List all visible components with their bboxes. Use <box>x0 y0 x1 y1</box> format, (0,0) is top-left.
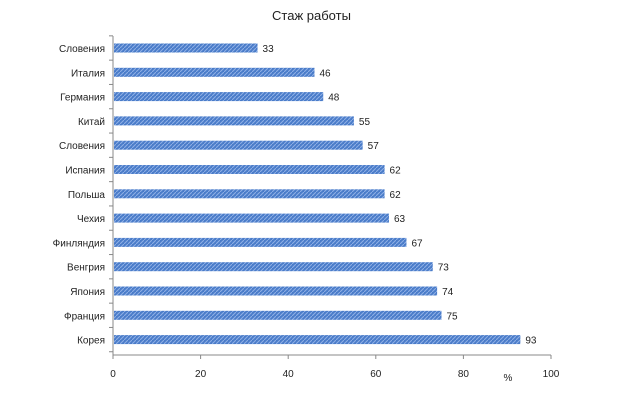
data-label: 33 <box>263 44 275 55</box>
data-label: 46 <box>319 68 331 79</box>
category-label: Италия <box>71 68 105 79</box>
category-label: Финляндия <box>53 238 105 249</box>
data-label: 93 <box>525 336 537 347</box>
x-tick-label: 80 <box>458 369 470 380</box>
bar <box>114 286 438 296</box>
bar <box>114 189 385 199</box>
bar <box>114 165 385 174</box>
bar <box>114 92 324 102</box>
x-tick-label: 100 <box>543 369 560 380</box>
category-label: Словения <box>59 141 105 152</box>
bar <box>114 262 433 272</box>
x-tick-label: 20 <box>195 369 207 380</box>
bar <box>114 116 354 126</box>
category-label: Китай <box>78 117 105 128</box>
bar <box>114 213 389 223</box>
data-label: 48 <box>328 93 340 104</box>
bar <box>114 43 258 53</box>
bar <box>114 67 315 77</box>
x-tick-label: 60 <box>370 369 382 380</box>
bar <box>114 140 363 150</box>
bar <box>114 310 442 320</box>
data-label: 57 <box>368 141 380 152</box>
data-label: 62 <box>390 190 402 201</box>
category-label: Германия <box>60 93 105 104</box>
category-label: Словения <box>59 44 105 55</box>
category-label: Польша <box>68 190 106 201</box>
category-label: Чехия <box>77 214 105 225</box>
category-label: Франция <box>64 311 105 322</box>
bar <box>114 335 521 345</box>
data-label: 67 <box>411 238 423 249</box>
data-label: 55 <box>359 117 371 128</box>
data-label: 63 <box>394 214 406 225</box>
category-label: Корея <box>77 336 105 347</box>
category-label: Венгрия <box>67 263 105 274</box>
bar <box>114 237 407 247</box>
data-label: 73 <box>438 263 450 274</box>
x-tick-label: 0 <box>110 369 116 380</box>
data-label: 75 <box>447 311 459 322</box>
data-label: 62 <box>390 166 402 177</box>
category-label: Испания <box>65 166 105 177</box>
chart-title: Стаж работы <box>272 8 351 23</box>
x-tick-label: 40 <box>283 369 295 380</box>
x-axis-label: % <box>504 373 513 384</box>
data-label: 74 <box>442 287 454 298</box>
category-label: Япония <box>70 287 105 298</box>
